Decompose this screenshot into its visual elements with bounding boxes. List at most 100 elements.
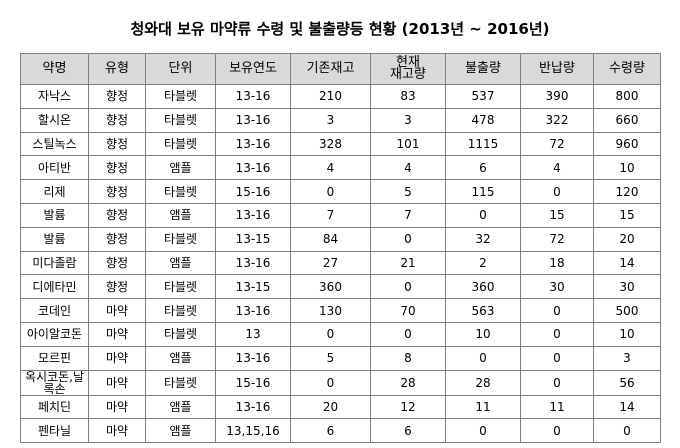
table-cell: 타블렛 xyxy=(145,321,216,347)
table-cell: 스틸녹스 xyxy=(20,131,89,157)
table-cell: 아티반 xyxy=(20,155,89,181)
table-cell: 향정 xyxy=(88,179,146,204)
table-cell: 563 xyxy=(445,298,521,323)
table-cell: 32 xyxy=(445,226,521,252)
table-cell: 앰플 xyxy=(145,345,216,371)
table-cell: 0 xyxy=(520,179,594,204)
table-cell: 0 xyxy=(520,345,594,371)
table-cell: 타블렛 xyxy=(145,131,216,157)
table-cell: 4 xyxy=(520,155,594,181)
table-cell: 향정 xyxy=(88,131,146,157)
table-cell: 3 xyxy=(593,345,661,371)
table-cell: 14 xyxy=(593,394,661,420)
table-cell: 13-16 xyxy=(215,84,291,109)
table-cell: 펜타닐 xyxy=(20,418,89,444)
table-row: 코데인 마약 타블렛 13-16 130 70 563 0 500 xyxy=(20,298,661,323)
table-cell: 발륨 xyxy=(20,226,89,252)
table-cell: 27 xyxy=(290,250,371,276)
table-cell: 70 xyxy=(370,298,446,323)
table-cell: 6 xyxy=(290,418,371,444)
table-cell: 18 xyxy=(520,250,594,276)
table-cell: 타블렛 xyxy=(145,179,216,204)
header-cell: 약명 xyxy=(20,53,89,85)
table-cell: 마약 xyxy=(88,298,146,323)
table-cell: 10 xyxy=(445,321,521,347)
table-cell: 960 xyxy=(593,131,661,157)
table-cell: 10 xyxy=(593,321,661,347)
table-cell: 0 xyxy=(370,321,446,347)
table-cell: 28 xyxy=(445,369,521,396)
table-cell: 56 xyxy=(593,369,661,396)
table-cell: 13-16 xyxy=(215,107,291,133)
header-cell: 기존재고 xyxy=(290,53,371,85)
table-cell: 0 xyxy=(445,418,521,444)
table-row: 아티반 향정 앰플 13-16 4 4 6 4 10 xyxy=(20,155,661,181)
table-cell: 타블렛 xyxy=(145,369,216,396)
header-cell: 유형 xyxy=(88,53,146,85)
table-body: 자낙스 향정 타블렛 13-16 210 83 537 390 800 할시온 향정 타블렛 13-16… xyxy=(20,84,661,444)
table-cell: 15-16 xyxy=(215,179,291,204)
table-cell: 5 xyxy=(290,345,371,371)
table-row: 발륨 향정 타블렛 13-15 84 0 32 72 20 xyxy=(20,226,661,252)
table-cell: 500 xyxy=(593,298,661,323)
table-cell: 20 xyxy=(593,226,661,252)
table-cell: 마약 xyxy=(88,369,146,396)
table-cell: 4 xyxy=(290,155,371,181)
table-row: 미다졸람 향정 앰플 13-16 27 21 2 18 14 xyxy=(20,250,661,276)
table-cell: 0 xyxy=(520,321,594,347)
table-row: 아이알코돈 마약 타블렛 13 0 0 10 0 10 xyxy=(20,321,661,347)
table-cell: 30 xyxy=(520,274,594,300)
table-cell: 3 xyxy=(290,107,371,133)
table-cell: 13-16 xyxy=(215,131,291,157)
table-cell: 72 xyxy=(520,131,594,157)
table-cell: 타블렛 xyxy=(145,226,216,252)
table-row: 스틸녹스 향정 타블렛 13-16 328 101 1115 72 960 xyxy=(20,131,661,157)
header-cell: 현재 재고량 xyxy=(370,53,446,85)
table-cell: 13-16 xyxy=(215,298,291,323)
table-cell: 15-16 xyxy=(215,369,291,396)
table-cell: 타블렛 xyxy=(145,298,216,323)
header-row: 약명 유형 단위 보유연도 기존재고 현재 재고량 불출량 반납량 수령량 xyxy=(20,53,661,85)
table-cell: 코데인 xyxy=(20,298,89,323)
table-cell: 페치딘 xyxy=(20,394,89,420)
table-cell: 4 xyxy=(370,155,446,181)
table-cell: 앰플 xyxy=(145,250,216,276)
table-cell: 210 xyxy=(290,84,371,109)
table-cell: 13-16 xyxy=(215,345,291,371)
table-cell: 20 xyxy=(290,394,371,420)
table-cell: 0 xyxy=(593,418,661,444)
table-cell: 디에타민 xyxy=(20,274,89,300)
table-cell: 13-16 xyxy=(215,202,291,228)
table-cell: 앰플 xyxy=(145,155,216,181)
table-cell: 마약 xyxy=(88,394,146,420)
table-cell: 13-16 xyxy=(215,155,291,181)
table-cell: 향정 xyxy=(88,155,146,181)
table-row: 펜타닐 마약 앰플 13,15,16 6 6 0 0 0 xyxy=(20,418,661,444)
table-row: 모르핀 마약 앰플 13-16 5 8 0 0 3 xyxy=(20,345,661,371)
table-row: 자낙스 향정 타블렛 13-16 210 83 537 390 800 xyxy=(20,84,661,109)
table-cell: 115 xyxy=(445,179,521,204)
table-cell: 향정 xyxy=(88,202,146,228)
table-cell: 28 xyxy=(370,369,446,396)
table-cell: 360 xyxy=(445,274,521,300)
table-cell: 0 xyxy=(290,369,371,396)
table-cell: 0 xyxy=(290,179,371,204)
table-cell: 72 xyxy=(520,226,594,252)
table-cell: 0 xyxy=(445,202,521,228)
table-cell: 10 xyxy=(593,155,661,181)
table-cell: 향정 xyxy=(88,274,146,300)
table-cell: 1115 xyxy=(445,131,521,157)
table-cell: 800 xyxy=(593,84,661,109)
table-cell: 3 xyxy=(370,107,446,133)
table-cell: 할시온 xyxy=(20,107,89,133)
table-cell: 537 xyxy=(445,84,521,109)
table-cell: 마약 xyxy=(88,418,146,444)
table-cell: 478 xyxy=(445,107,521,133)
table-row: 디에타민 향정 타블렛 13-15 360 0 360 30 30 xyxy=(20,274,661,300)
table-row: 발륨 향정 앰플 13-16 7 7 0 15 15 xyxy=(20,202,661,228)
table-cell: 14 xyxy=(593,250,661,276)
header-cell: 불출량 xyxy=(445,53,521,85)
table-cell: 앰플 xyxy=(145,202,216,228)
header-cell: 반납량 xyxy=(520,53,594,85)
